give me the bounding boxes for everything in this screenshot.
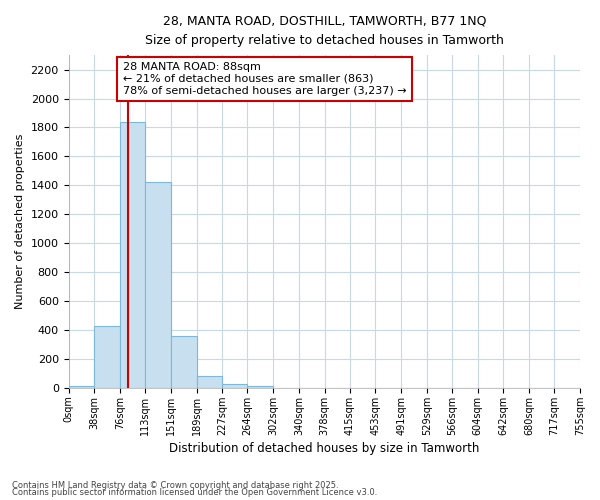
Bar <box>68 386 94 388</box>
Y-axis label: Number of detached properties: Number of detached properties <box>15 134 25 309</box>
Text: Contains HM Land Registry data © Crown copyright and database right 2025.: Contains HM Land Registry data © Crown c… <box>12 480 338 490</box>
Bar <box>94 326 120 388</box>
Text: Contains public sector information licensed under the Open Government Licence v3: Contains public sector information licen… <box>12 488 377 497</box>
Bar <box>223 384 247 388</box>
Bar <box>145 182 171 388</box>
Text: 28 MANTA ROAD: 88sqm
← 21% of detached houses are smaller (863)
78% of semi-deta: 28 MANTA ROAD: 88sqm ← 21% of detached h… <box>123 62 406 96</box>
Bar <box>120 122 145 388</box>
Bar <box>197 376 223 388</box>
Bar <box>247 386 273 388</box>
Bar <box>171 336 197 388</box>
Title: 28, MANTA ROAD, DOSTHILL, TAMWORTH, B77 1NQ
Size of property relative to detache: 28, MANTA ROAD, DOSTHILL, TAMWORTH, B77 … <box>145 15 504 47</box>
X-axis label: Distribution of detached houses by size in Tamworth: Distribution of detached houses by size … <box>169 442 479 455</box>
